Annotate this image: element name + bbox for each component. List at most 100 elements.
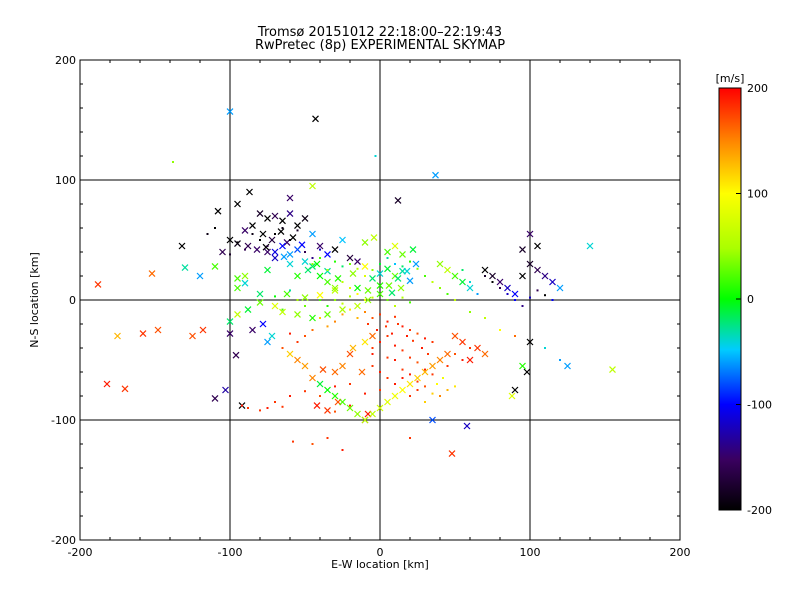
cross-stroke (264, 338, 271, 346)
cross-stroke (271, 302, 279, 310)
data-point-dot (469, 347, 471, 349)
data-point-cross (504, 284, 511, 292)
cross-stroke (346, 350, 354, 358)
data-point-cross (369, 332, 376, 340)
data-point-cross (564, 362, 571, 370)
data-point-dot (499, 287, 501, 289)
cross-stroke (309, 182, 316, 190)
cross-stroke (234, 284, 241, 292)
data-point-cross (334, 274, 342, 282)
data-point-dot (236, 241, 239, 244)
data-points (94, 108, 616, 458)
data-point-cross (249, 222, 256, 230)
data-point-dot (394, 315, 396, 318)
data-point-dot (514, 335, 516, 337)
data-point-cross (234, 310, 241, 318)
cross-stroke (409, 246, 417, 254)
cross-stroke (309, 374, 316, 382)
data-point-cross (376, 270, 384, 278)
cross-stroke (403, 267, 411, 275)
data-point-dot (341, 313, 344, 316)
cross-stroke (271, 254, 279, 262)
data-point-cross (232, 351, 240, 359)
data-point-dot (421, 347, 423, 349)
cross-stroke (384, 265, 391, 273)
data-point-cross (268, 236, 276, 244)
data-point-dot (401, 349, 404, 352)
data-point-cross (349, 270, 357, 278)
data-point-cross (339, 362, 346, 370)
cross-stroke (474, 344, 481, 352)
cross-stroke (354, 302, 361, 310)
cross-stroke (249, 222, 256, 230)
x-tick-label: -200 (68, 546, 93, 559)
cross-stroke (349, 270, 357, 278)
data-point-dot (386, 377, 389, 379)
data-point-cross (286, 210, 294, 218)
data-point-dot (394, 263, 396, 265)
cross-stroke (148, 270, 156, 278)
cross-stroke (388, 289, 396, 297)
cross-stroke (526, 260, 534, 268)
data-point-dot (364, 392, 366, 395)
cross-stroke (214, 207, 222, 215)
data-point-dot (259, 239, 261, 241)
data-point-cross (304, 266, 312, 274)
data-point-cross (244, 306, 252, 314)
data-point-cross (339, 236, 346, 244)
data-point-cross (429, 362, 436, 370)
cross-stroke (370, 234, 378, 242)
data-point-dot (274, 401, 276, 403)
data-point-cross (279, 217, 286, 225)
data-point-cross (346, 254, 354, 262)
cross-stroke (181, 264, 189, 272)
data-point-cross (399, 386, 406, 394)
data-point-cross (451, 332, 459, 340)
cross-stroke (436, 356, 444, 364)
data-point-dot (401, 368, 404, 371)
data-point-dot (394, 344, 396, 347)
data-point-dot (349, 404, 351, 407)
data-point-cross (481, 350, 489, 358)
data-point-dot (394, 383, 396, 385)
data-point-dot (334, 320, 336, 323)
data-point-cross (286, 260, 294, 268)
cross-stroke (259, 320, 267, 328)
gridlines (80, 60, 680, 540)
data-point-dot (424, 368, 426, 371)
cross-stroke (541, 272, 549, 280)
cross-stroke (226, 108, 234, 116)
cross-stroke (154, 326, 162, 334)
data-point-cross (264, 338, 271, 346)
cross-stroke (316, 272, 324, 280)
data-point-cross (541, 272, 549, 280)
data-point-cross (316, 272, 324, 280)
data-point-cross (286, 250, 294, 258)
cross-stroke (256, 290, 264, 298)
data-point-dot (304, 335, 306, 337)
cross-stroke (463, 422, 471, 430)
data-point-cross (534, 242, 541, 250)
data-point-dot (439, 287, 441, 289)
cross-stroke (94, 280, 102, 288)
cross-stroke (268, 332, 276, 340)
data-point-cross (316, 380, 324, 388)
data-point-dot (379, 389, 381, 391)
data-point-cross (249, 326, 256, 334)
data-point-cross (324, 278, 331, 286)
data-point-cross (271, 248, 279, 256)
data-point-dot (371, 269, 374, 271)
cross-stroke (199, 326, 207, 334)
cross-stroke (448, 450, 456, 458)
data-point-cross (511, 290, 519, 298)
data-point-cross (444, 350, 451, 358)
cross-stroke (241, 226, 249, 234)
cross-stroke (429, 362, 436, 370)
cross-stroke (249, 326, 256, 334)
cross-stroke (339, 306, 346, 314)
data-point-dot (446, 293, 449, 295)
data-point-cross (519, 272, 526, 280)
cross-stroke (331, 368, 339, 376)
data-point-dot (349, 295, 351, 298)
cross-stroke (489, 272, 496, 280)
